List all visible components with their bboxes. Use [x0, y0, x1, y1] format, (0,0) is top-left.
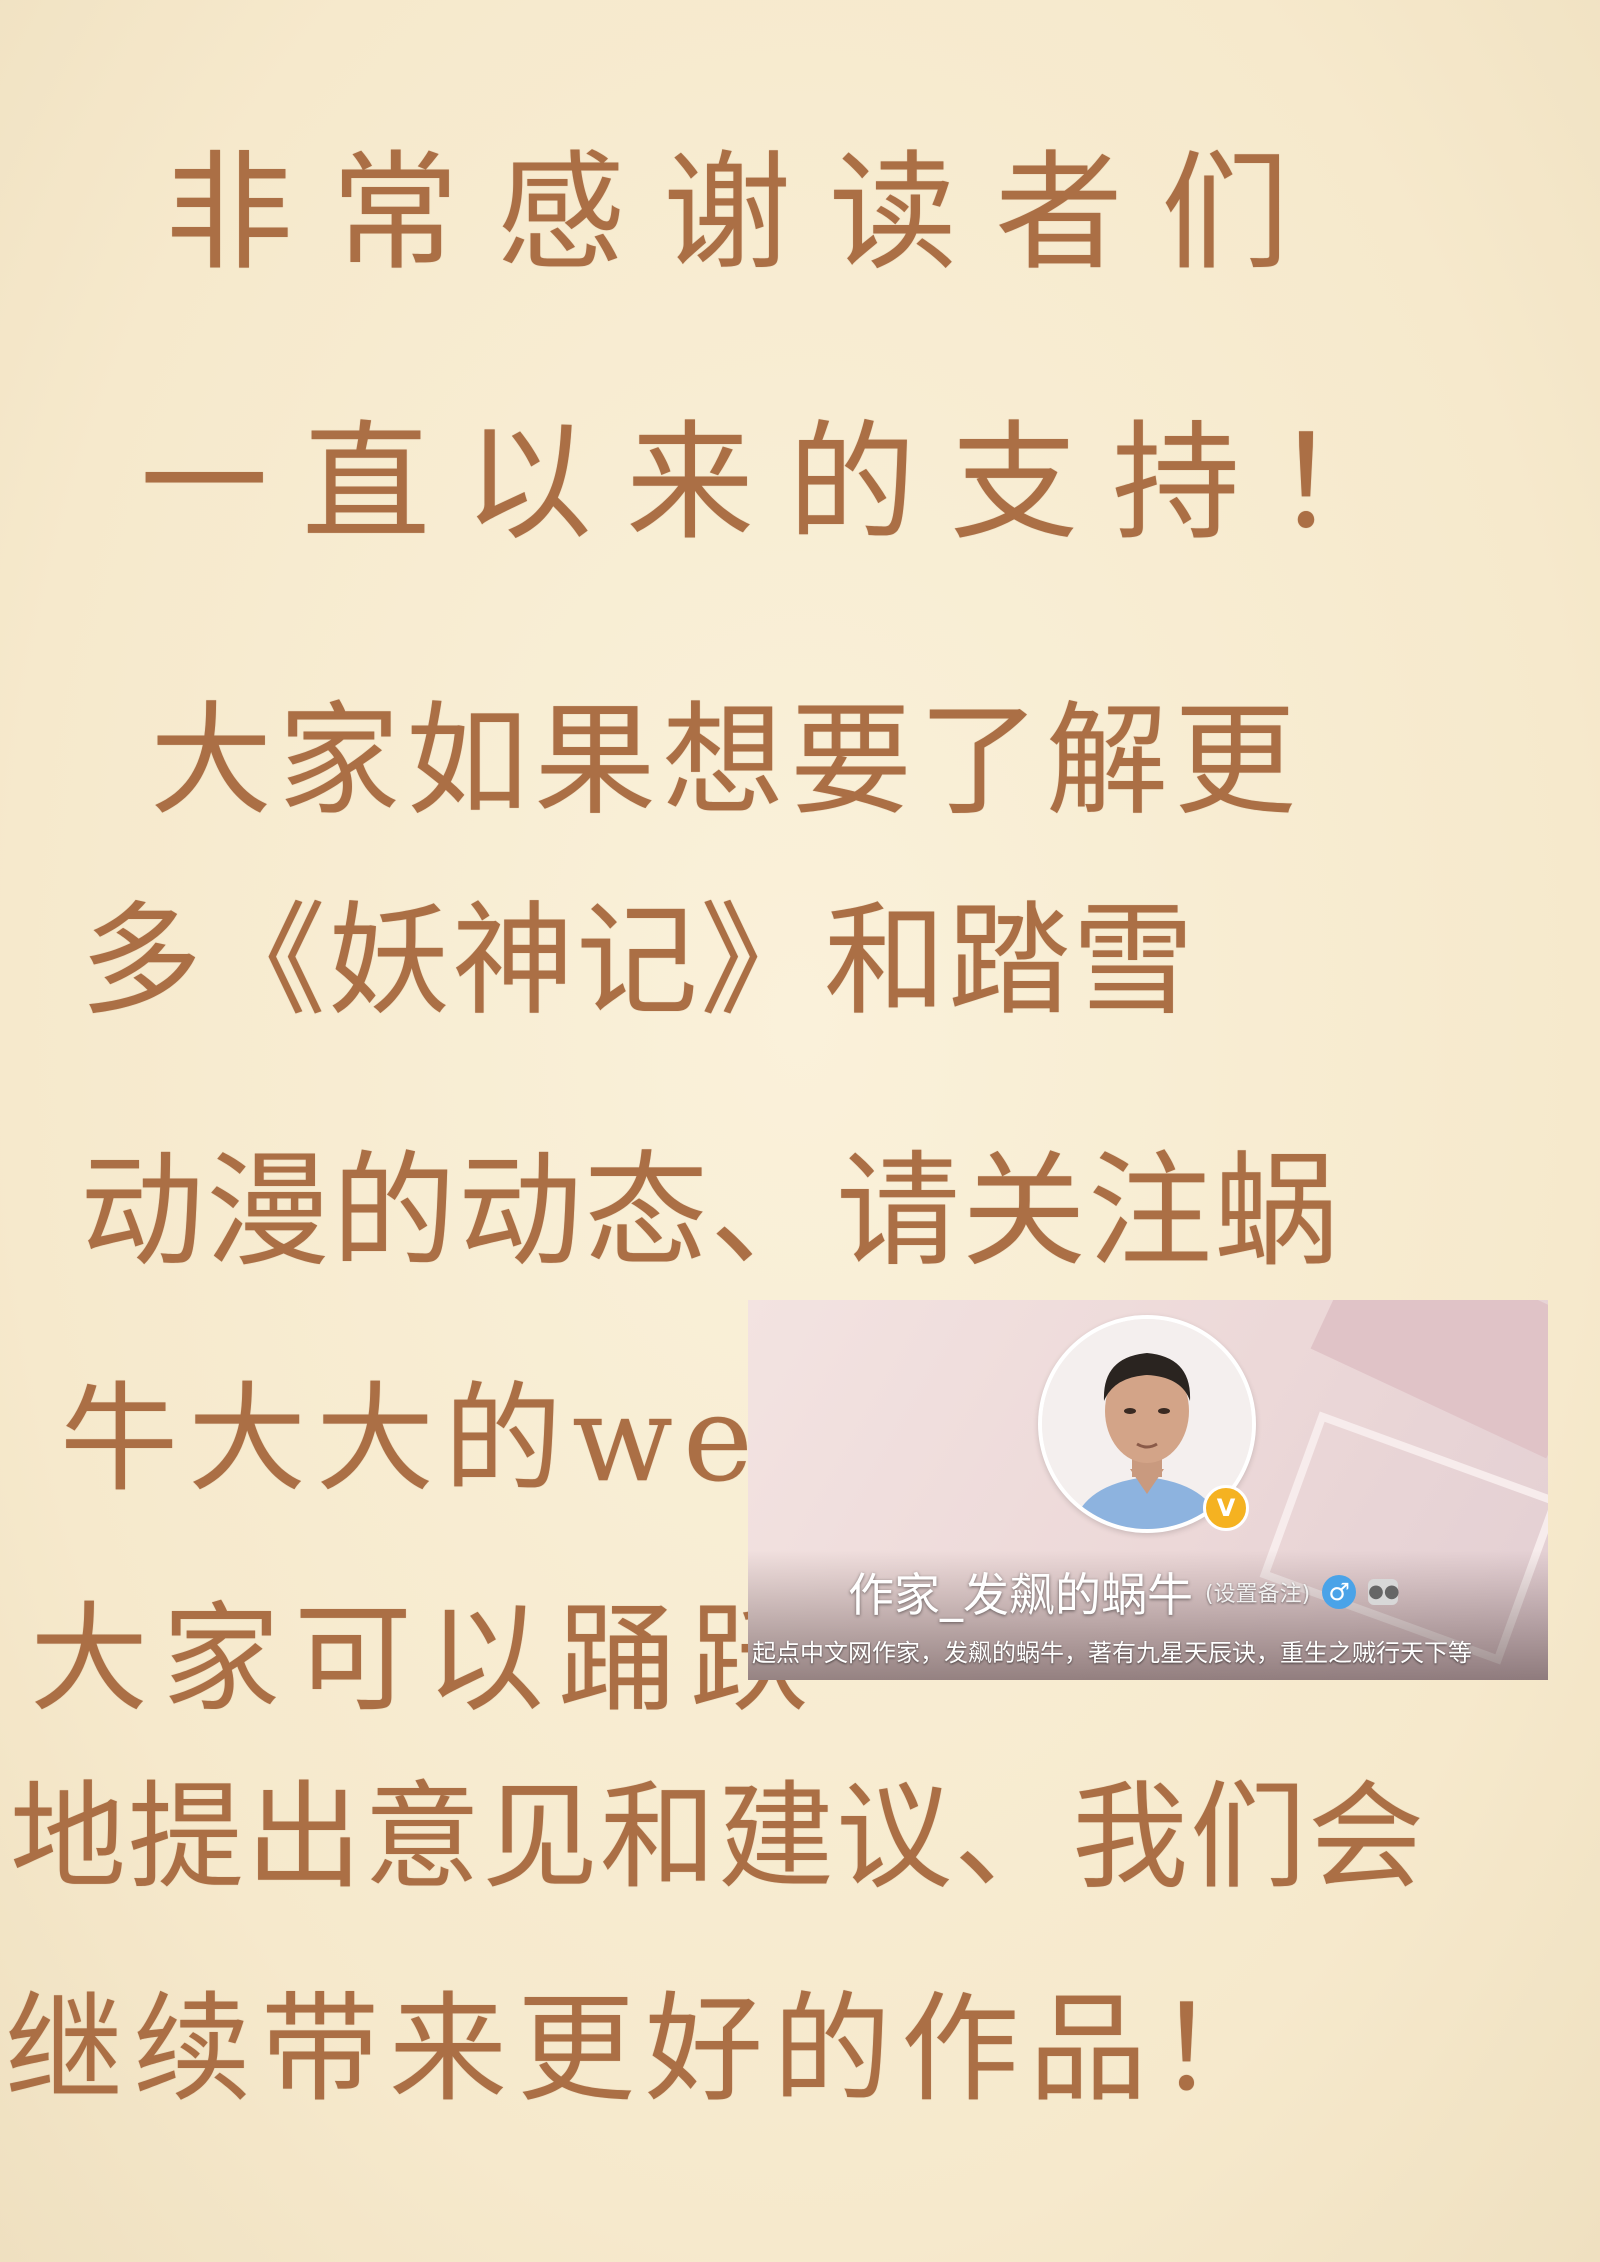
- profile-bio: 起点中文网作家，发飙的蜗牛，著有九星天辰诀，重生之贼行天下等: [752, 1639, 1472, 1667]
- letter-line-8: 地提出意见和建议、我们会: [10, 1770, 1426, 1905]
- letter-line-9: 继续带来更好的作品！: [5, 1980, 1286, 2118]
- set-remark-link[interactable]: (设置备注): [1205, 1582, 1311, 1607]
- male-gender-icon: ♂: [1322, 1575, 1357, 1609]
- weibo-profile-card[interactable]: V 作家_发飙的蜗牛 (设置备注) ♂ ●● 起点中文网作家，发飙的蜗牛，著有九…: [748, 1300, 1548, 1680]
- letter-line-3: 大家如果想要了解更: [150, 690, 1302, 832]
- profile-name-row: 作家_发飙的蜗牛 (设置备注) ♂ ●●: [848, 1562, 1548, 1622]
- robot-icon: ●●: [1368, 1579, 1400, 1605]
- letter-line-4: 多《妖神记》和踏雪: [80, 890, 1196, 1032]
- profile-name[interactable]: 作家_发飙的蜗牛: [848, 1568, 1193, 1622]
- letter-line-5: 动漫的动态、请关注蜗: [80, 1140, 1341, 1284]
- card-bottom-shade: [748, 1550, 1548, 1680]
- letter-line-1: 非常感谢读者们: [165, 139, 1328, 288]
- verified-badge-icon: V: [1203, 1485, 1249, 1531]
- letter-line-2: 一直以来的支持！: [140, 409, 1437, 558]
- letter-line-7: 大家可以踊跃: [30, 1590, 823, 1728]
